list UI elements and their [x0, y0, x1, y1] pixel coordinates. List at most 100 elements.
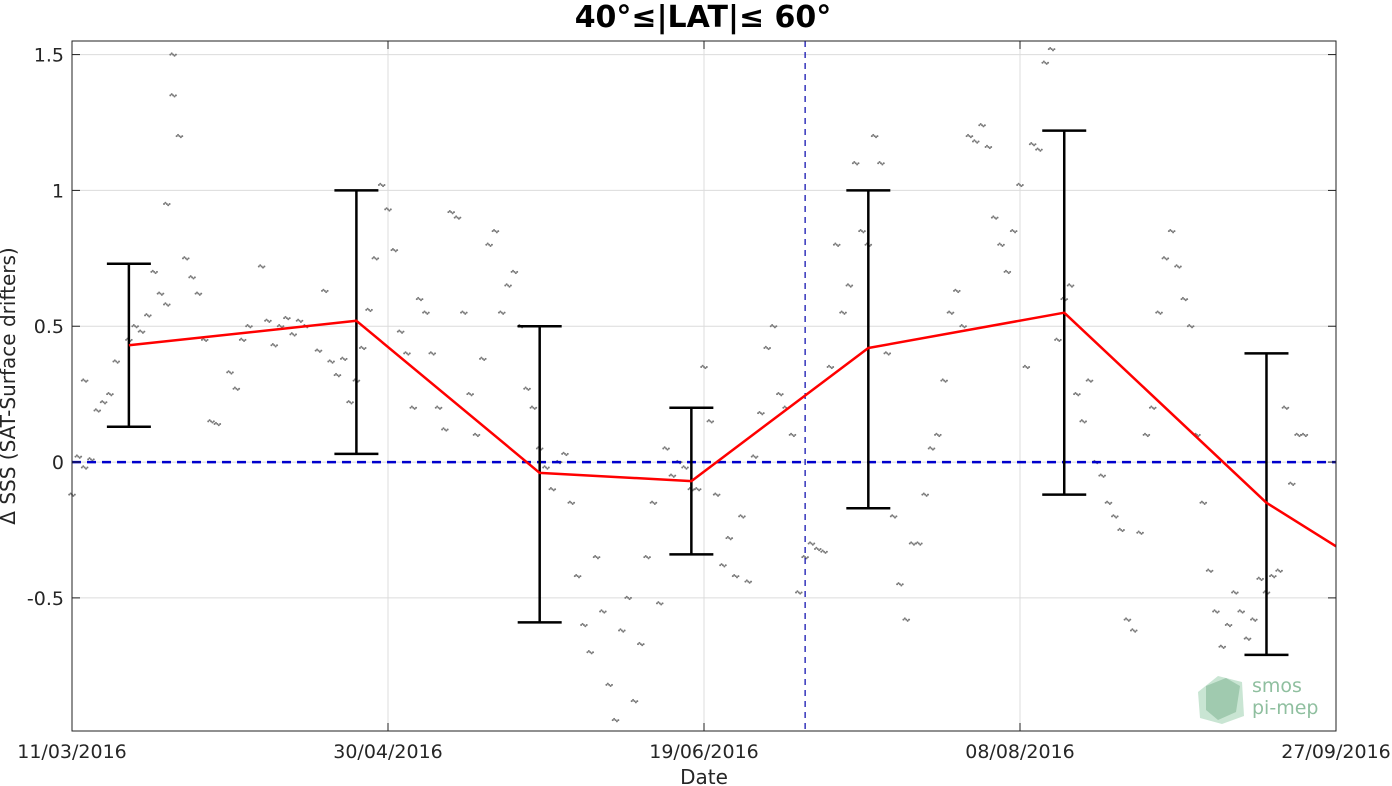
scatter-point	[1141, 531, 1144, 534]
scatter-point	[953, 289, 955, 292]
scatter-point	[499, 310, 502, 313]
scatter-point	[714, 492, 717, 495]
scatter-point	[879, 162, 882, 165]
scatter-point	[1034, 143, 1037, 146]
scatter-point	[858, 230, 861, 233]
scatter-point	[504, 284, 507, 287]
scatter-point	[1228, 625, 1231, 628]
scatter-point	[862, 231, 865, 234]
scatter-point	[794, 433, 797, 436]
scatter-point	[259, 264, 262, 267]
scatter-point	[608, 683, 611, 686]
scatter-point	[1224, 624, 1227, 627]
chart-title: 40°≤|LAT|≤ 60°	[574, 0, 832, 35]
scatter-point	[896, 583, 899, 586]
scatter-point	[349, 401, 352, 404]
scatter-point	[407, 353, 410, 356]
scatter-point	[872, 133, 875, 136]
scatter-point	[618, 629, 621, 632]
scatter-point	[1255, 618, 1258, 621]
scatter-point	[394, 250, 397, 253]
scatter-point	[773, 326, 776, 329]
scatter-point	[571, 503, 574, 506]
scatter-point	[824, 551, 827, 554]
scatter-point	[898, 583, 901, 586]
scatter-point	[921, 493, 924, 496]
scatter-point	[1004, 269, 1007, 272]
scatter-point	[486, 242, 489, 245]
scatter-point	[1002, 243, 1005, 246]
scatter-point	[1261, 577, 1264, 580]
scatter-point	[775, 325, 778, 328]
scatter-point	[107, 391, 110, 394]
scatter-point	[493, 228, 496, 231]
scatter-point	[889, 515, 892, 518]
scatter-point	[783, 405, 786, 408]
scatter-point	[805, 557, 808, 560]
scatter-point	[660, 603, 663, 606]
scatter-point	[1302, 432, 1304, 435]
scatter-point	[513, 270, 516, 273]
scatter-point	[431, 352, 434, 355]
scatter-point	[384, 208, 387, 211]
scatter-point	[346, 401, 349, 404]
scatter-point	[1054, 338, 1057, 341]
scatter-point	[448, 209, 451, 212]
scatter-point	[181, 257, 184, 260]
scatter-point	[854, 162, 857, 165]
scatter-point	[575, 573, 578, 576]
scatter-point	[731, 575, 734, 578]
scatter-point	[1173, 230, 1176, 233]
scatter-point	[1146, 435, 1149, 438]
scatter-point	[1202, 501, 1205, 504]
scatter-point	[864, 243, 867, 246]
scatter-point	[576, 575, 579, 578]
scatter-point	[455, 215, 458, 218]
scatter-point	[474, 432, 477, 435]
scatter-point	[351, 401, 354, 404]
scatter-point	[1304, 435, 1307, 438]
scatter-point	[1088, 379, 1091, 382]
scatter-point	[954, 288, 957, 291]
scatter-point	[189, 275, 192, 278]
scatter-point	[637, 643, 639, 646]
scatter-point	[1049, 46, 1052, 49]
scatter-point	[1134, 630, 1137, 633]
scatter-point	[1161, 257, 1164, 260]
scatter-point	[1028, 365, 1031, 368]
scatter-point	[1085, 420, 1087, 423]
scatter-point	[1148, 433, 1151, 436]
scatter-point	[587, 650, 590, 653]
scatter-point	[1283, 405, 1286, 408]
scatter-point	[246, 324, 249, 327]
scatter-point	[565, 454, 568, 457]
scatter-point	[820, 550, 823, 553]
scatter-point	[440, 406, 443, 409]
scatter-point	[720, 563, 723, 566]
scatter-point	[949, 311, 952, 314]
scatter-point	[484, 357, 487, 360]
scatter-point	[402, 330, 405, 333]
scatter-point	[502, 312, 505, 315]
scatter-point	[323, 289, 326, 292]
scatter-point	[526, 387, 529, 390]
scatter-point	[759, 412, 762, 415]
scatter-point	[946, 311, 949, 314]
scatter-point	[1246, 637, 1249, 640]
scatter-point	[167, 204, 170, 207]
scatter-point	[1298, 435, 1301, 438]
logo-mark-inner-icon	[1206, 678, 1240, 720]
scatter-point	[971, 140, 974, 143]
scatter-point	[1271, 575, 1274, 578]
scatter-point	[364, 346, 367, 349]
scatter-point	[990, 145, 993, 148]
scatter-point	[919, 543, 922, 546]
scatter-point	[943, 379, 946, 382]
scatter-point	[653, 503, 656, 506]
scatter-point	[1165, 258, 1168, 261]
scatter-point	[894, 516, 896, 519]
scatter-point	[584, 625, 587, 628]
scatter-point	[614, 719, 617, 722]
scatter-point	[870, 135, 873, 138]
scatter-point	[1131, 628, 1134, 631]
